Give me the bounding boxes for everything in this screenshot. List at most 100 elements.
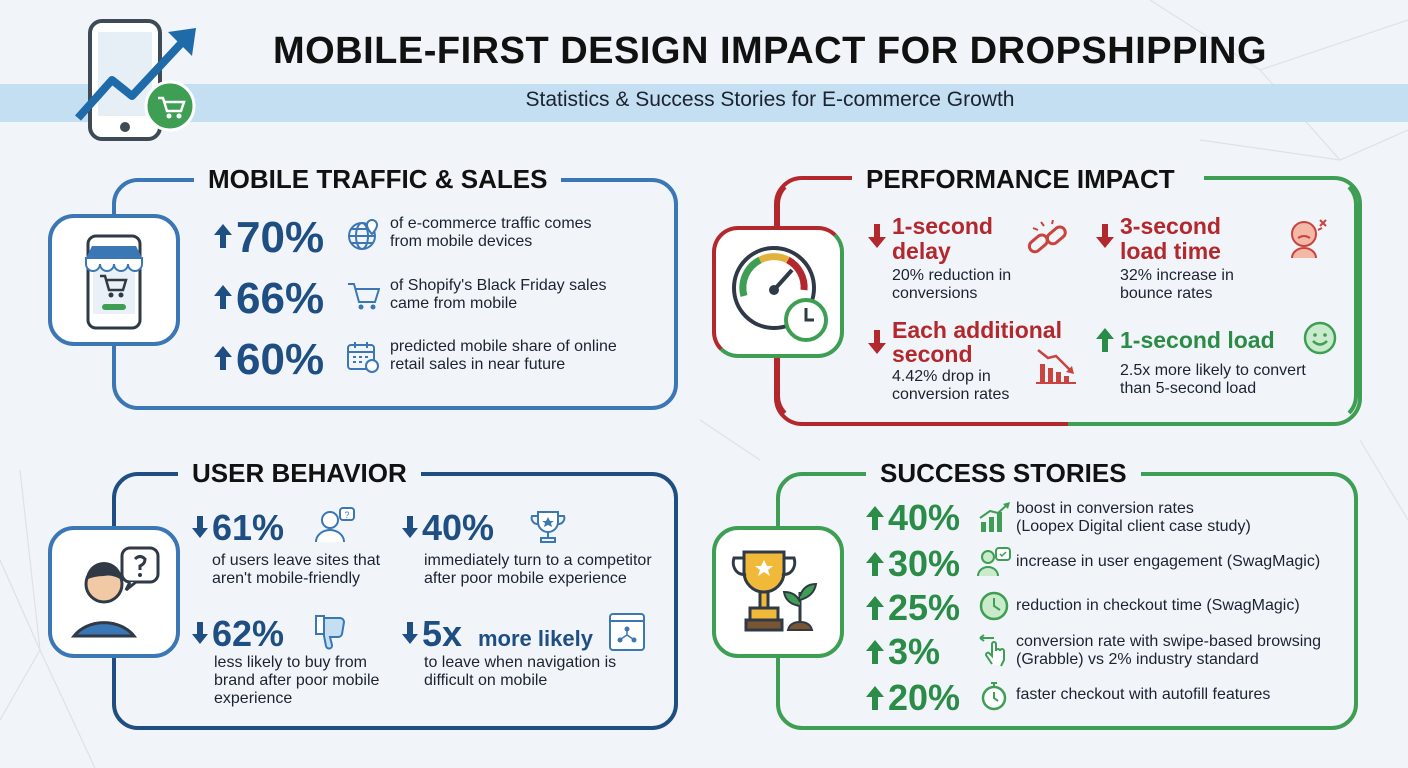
behavior-icon-box	[48, 526, 180, 658]
success-stat-text: conversion rate with swipe-based browsin…	[1016, 633, 1322, 650]
navigation-icon	[609, 613, 645, 651]
clock-icon	[979, 591, 1009, 621]
up-arrow-icon	[214, 285, 232, 309]
traffic-stat-text: predicted mobile share of online	[390, 338, 617, 355]
traffic-title: MOBILE TRAFFIC & SALES	[194, 164, 562, 194]
traffic-stat-text: from mobile devices	[390, 233, 533, 250]
traffic-stat-text: of e-commerce traffic comes	[390, 215, 592, 232]
page-subtitle: Statistics & Success Stories for E-comme…	[525, 88, 1015, 111]
success-icon-box	[712, 526, 844, 658]
performance-panel-border	[774, 176, 1362, 426]
success-stat-text: (Grabble) vs 2% industry standard	[1016, 651, 1259, 668]
traffic-stat-value: 66%	[236, 274, 325, 323]
broken-chain-icon	[1027, 220, 1067, 254]
perf-item-heading: 3-second	[1120, 213, 1221, 239]
traffic-stat-text: of Shopify's Black Friday sales	[390, 277, 607, 294]
perf-item-text: 2.5x more likely to convert	[1120, 362, 1306, 379]
perf-item-text: 4.42% drop in	[892, 368, 991, 385]
up-arrow-icon	[866, 506, 884, 530]
behavior-stat-value: 40%	[422, 507, 495, 548]
success-stat-value: 25%	[888, 587, 961, 628]
success-stat-text: reduction in checkout time (SwagMagic)	[1016, 597, 1300, 614]
perf-item-text: conversions	[892, 285, 978, 302]
behavior-stat-value: 61%	[212, 507, 285, 548]
behavior-title: USER BEHAVIOR	[178, 458, 421, 488]
traffic-stat-value: 60%	[236, 335, 325, 384]
success-title: SUCCESS STORIES	[866, 458, 1141, 488]
speedometer-icon	[732, 246, 828, 342]
success-stat-value: 40%	[888, 497, 961, 538]
traffic-icon-box	[48, 214, 180, 346]
thumbs-down-icon	[315, 615, 346, 650]
perf-item-text: bounce rates	[1120, 285, 1213, 302]
behavior-stat-text: experience	[214, 690, 293, 707]
perf-item-heading: second	[892, 341, 973, 367]
perf-item-text: 32% increase in	[1120, 267, 1234, 284]
success-stat-value: 30%	[888, 543, 961, 584]
behavior-stat-text: to leave when navigation is	[424, 654, 617, 671]
behavior-stat-text: brand after poor mobile	[214, 672, 380, 689]
traffic-stat-value: 70%	[236, 213, 325, 262]
perf-item-heading: 1-second	[892, 213, 993, 239]
behavior-panel	[112, 472, 678, 730]
perf-item-heading: 1-second load	[1120, 327, 1275, 353]
trophy-icon	[530, 511, 566, 543]
swipe-icon	[979, 634, 1005, 667]
up-arrow-icon	[214, 346, 232, 370]
success-stat-text: increase in user engagement (SwagMagic)	[1016, 553, 1321, 570]
success-stat-text: (Loopex Digital client case study)	[1016, 518, 1251, 535]
up-arrow-icon	[866, 596, 884, 620]
up-arrow-icon	[866, 640, 884, 664]
down-arrow-icon	[1096, 224, 1114, 248]
happy-face-icon	[1303, 321, 1337, 355]
phone-growth-logo-icon	[75, 19, 196, 141]
success-stat-text: boost in conversion rates	[1016, 500, 1194, 517]
trophy-plant-icon	[731, 550, 818, 632]
up-arrow-icon	[866, 552, 884, 576]
perf-item-text: than 5-second load	[1120, 380, 1257, 397]
traffic-stat-text: retail sales in near future	[390, 356, 566, 373]
up-arrow-icon	[214, 224, 232, 248]
down-arrow-icon	[402, 622, 418, 644]
behavior-stat-text: less likely to buy from	[214, 654, 367, 671]
success-stat-value: 3%	[888, 631, 941, 672]
perf-item-text: 20% reduction in	[892, 267, 1012, 284]
behavior-stat-suffix: more likely	[478, 626, 593, 651]
performance-title: PERFORMANCE IMPACT	[852, 164, 1189, 194]
behavior-stat-text: of users leave sites that	[212, 552, 381, 569]
success-stat-text: faster checkout with autofill features	[1016, 686, 1271, 703]
down-arrow-icon	[868, 330, 886, 354]
up-arrow-icon	[1096, 328, 1114, 352]
behavior-stat-text: immediately turn to a competitor	[424, 552, 652, 569]
growth-chart-icon	[979, 502, 1010, 532]
behavior-stat-text: after poor mobile experience	[424, 570, 627, 587]
down-arrow-icon	[192, 516, 208, 538]
behavior-stat-value: 5x	[422, 613, 463, 654]
success-stat-value: 20%	[888, 677, 961, 718]
engaged-user-icon	[977, 547, 1011, 577]
behavior-stat-text: aren't mobile-friendly	[212, 570, 361, 587]
confused-user-icon	[70, 546, 160, 638]
performance-icon-box	[712, 226, 844, 358]
perf-item-heading: load time	[1120, 238, 1221, 264]
down-arrow-icon	[192, 622, 208, 644]
down-arrow-icon	[402, 516, 418, 538]
svg-text:?: ?	[344, 510, 349, 520]
stopwatch-icon	[981, 682, 1007, 711]
perf-item-text: conversion rates	[892, 386, 1010, 403]
page-title: MOBILE-FIRST DESIGN IMPACT FOR DROPSHIPP…	[272, 30, 1268, 72]
mobile-store-icon	[85, 234, 143, 330]
traffic-stat-text: came from mobile	[390, 295, 518, 312]
calendar-icon	[347, 342, 379, 373]
up-arrow-icon	[866, 686, 884, 710]
perf-item-heading: delay	[892, 238, 951, 264]
subtitle-band	[0, 84, 1408, 122]
perf-item-heading: Each additional	[892, 317, 1062, 343]
down-arrow-icon	[868, 224, 886, 248]
frustrated-face-icon	[1291, 219, 1327, 259]
behavior-stat-text: difficult on mobile	[424, 672, 548, 689]
behavior-stat-value: 62%	[212, 613, 285, 654]
cart-icon	[348, 283, 380, 310]
globe-icon	[348, 218, 379, 250]
declining-chart-icon	[1036, 349, 1076, 384]
